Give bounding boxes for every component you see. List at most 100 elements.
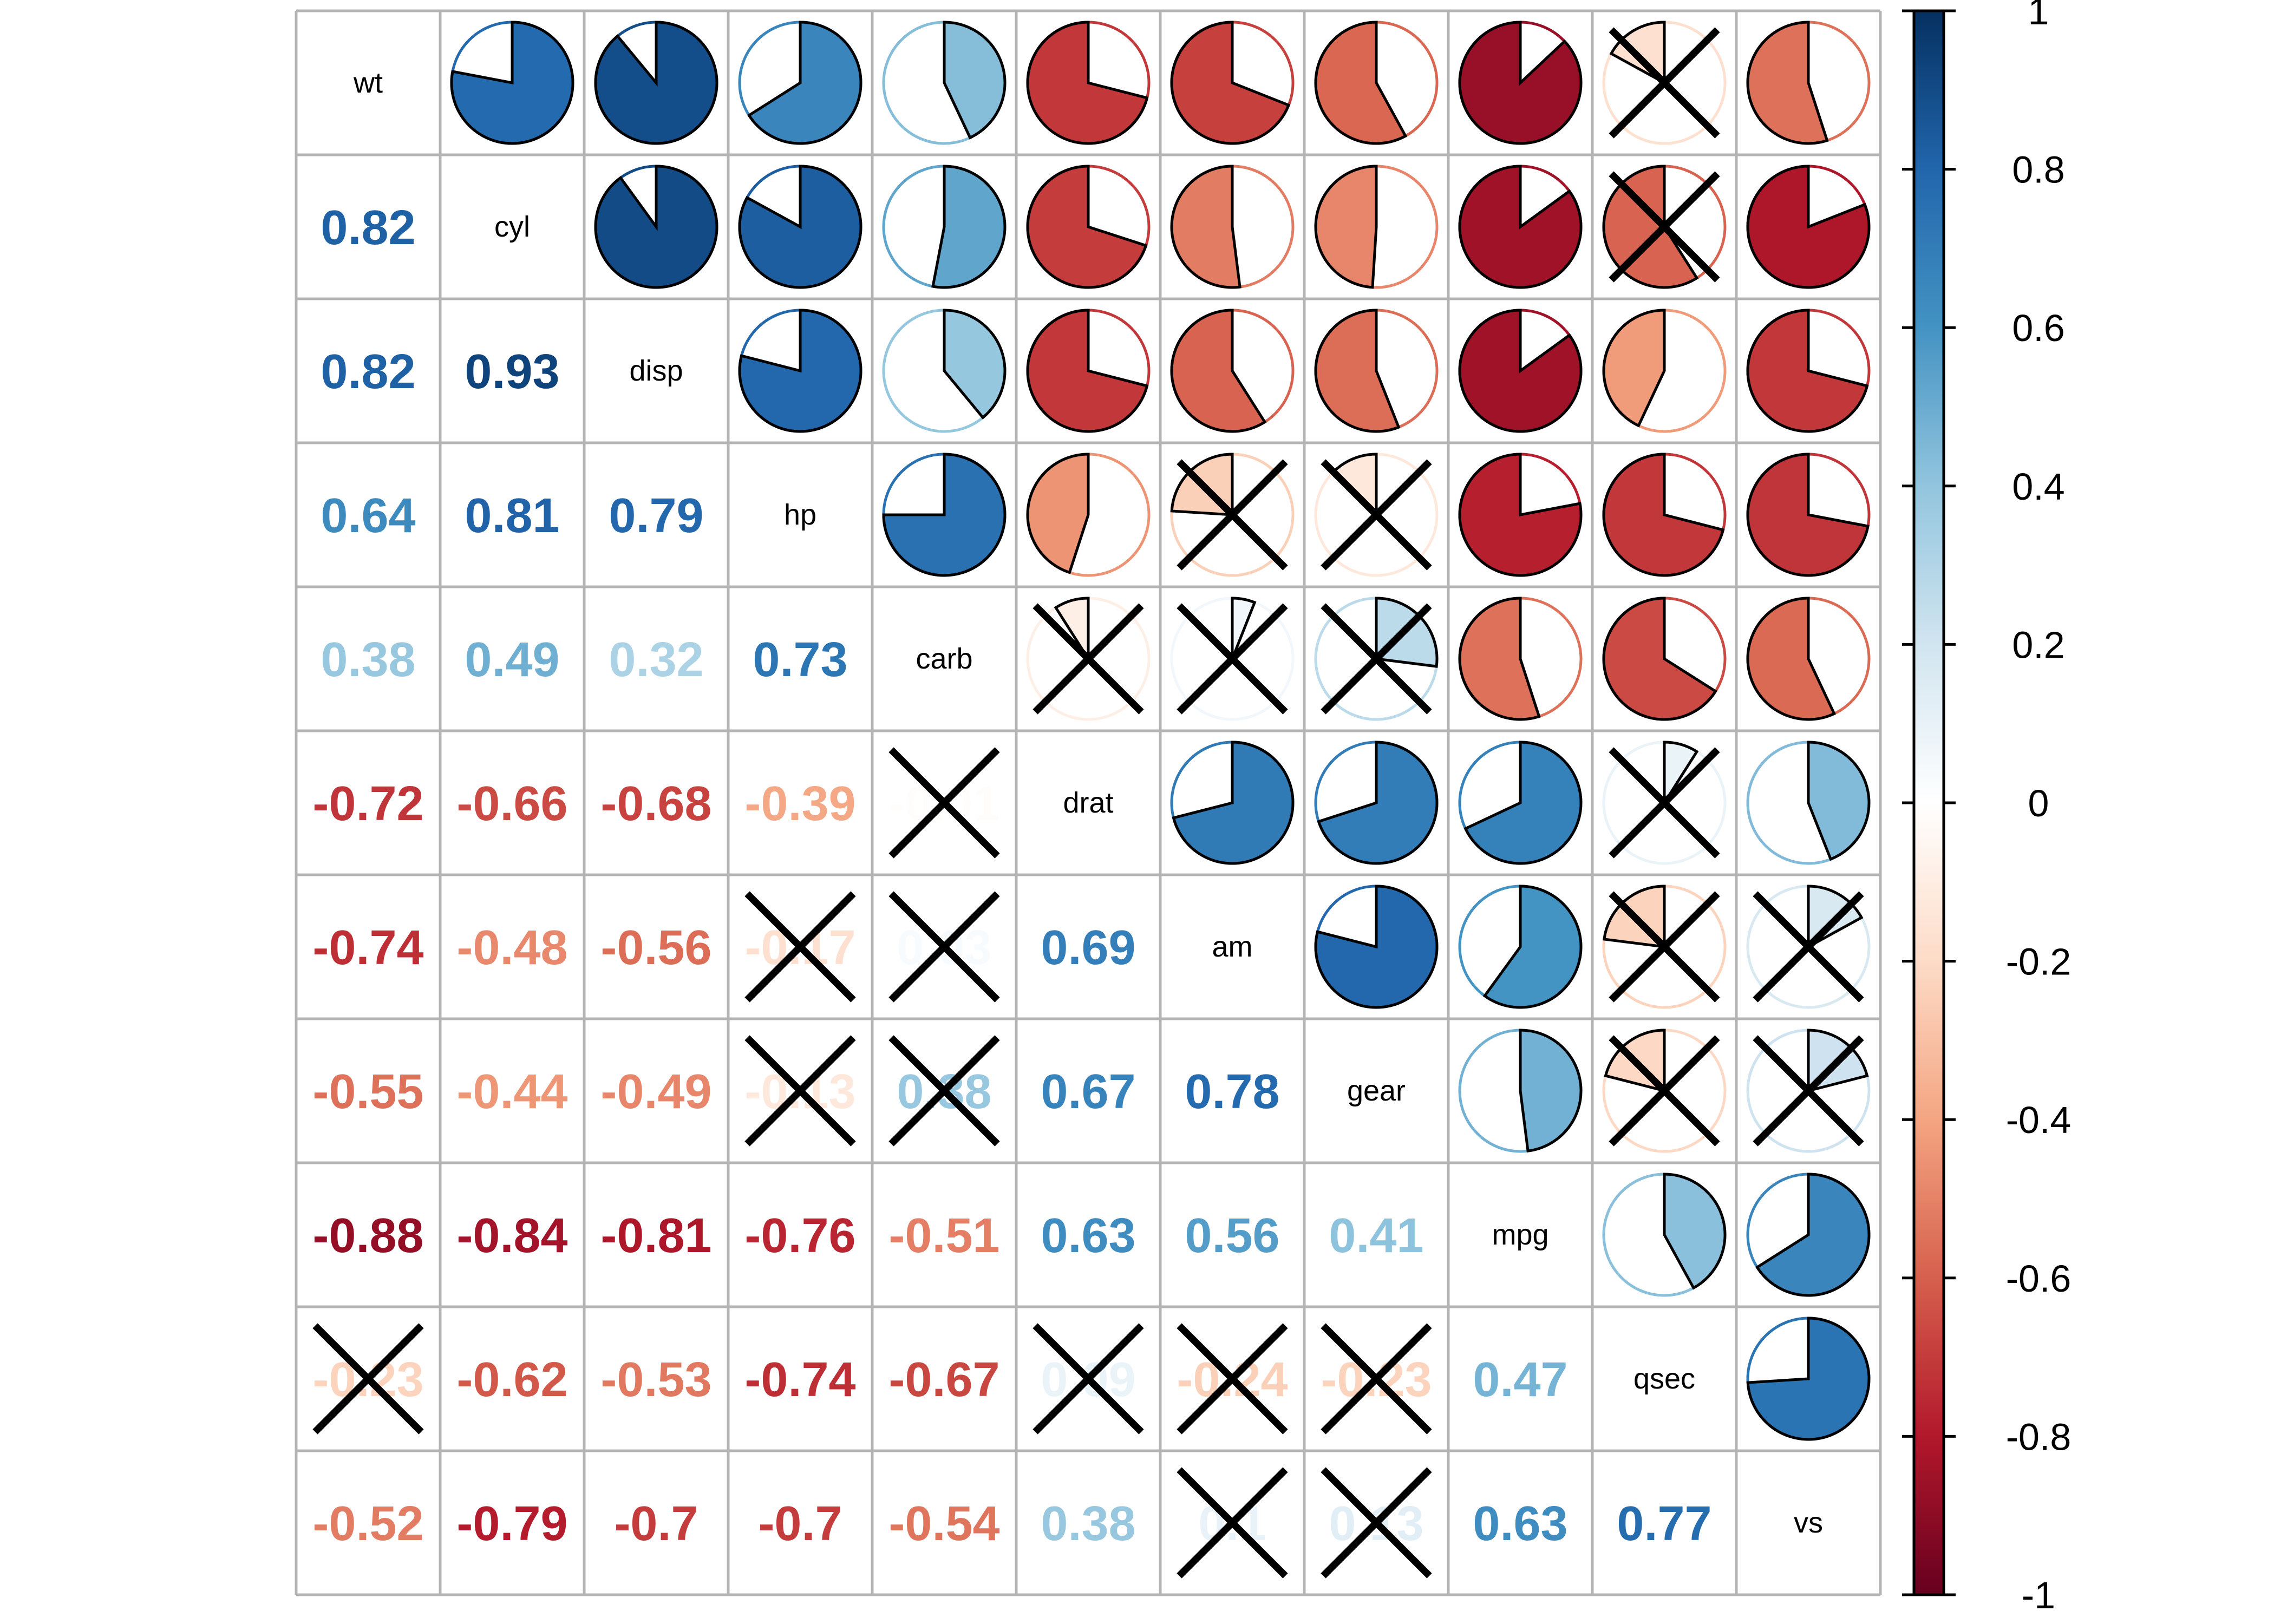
coefficient-label: -0.56 [600,921,711,975]
cell-am-mpg [1458,885,1583,1009]
cell-am-gear [1314,885,1439,1009]
pie-wedge [1458,165,1583,289]
cell-qsec-drat: 0.09 [1033,1323,1144,1435]
cell-vs-hp: -0.7 [758,1497,842,1551]
legend-tick-label: 0.4 [2012,466,2064,508]
pie-wedge [747,21,862,145]
coefficient-label: 0.79 [609,489,703,543]
pie-wedge [1807,741,1871,861]
cell-carb-drat [1026,597,1151,721]
pie-wedge [1746,597,1837,721]
pie-wedge [1314,309,1401,433]
legend-tick-label: -0.8 [2006,1416,2072,1458]
variable-label: drat [1063,787,1113,819]
insignificant-cross [1177,603,1288,715]
cell-disp-wt: 0.82 [321,345,415,399]
pie-wedge [931,165,1007,289]
cell-hp-vs [1746,453,1871,577]
variable-label: hp [784,499,816,531]
cell-am-am: am [1212,931,1252,963]
cell-disp-drat [1026,309,1151,433]
cell-drat-vs [1746,741,1871,865]
cell-qsec-hp: -0.74 [744,1353,855,1407]
cell-am-carb: 0.03 [888,891,1000,1003]
coefficient-label: 0.81 [465,489,559,543]
cell-gear-am: 0.78 [1185,1065,1279,1119]
cell-cyl-wt: 0.82 [321,201,415,255]
pie-wedge [1026,21,1149,145]
variable-label: cyl [494,211,530,243]
pie-wedge [1602,309,1666,428]
cell-carb-carb: carb [916,643,972,675]
insignificant-cross [1753,891,1864,1003]
cell-cyl-drat [1026,165,1151,289]
cell-wt-wt: wt [353,67,383,99]
cell-am-disp: -0.56 [600,921,711,975]
cell-gear-qsec [1602,1029,1727,1153]
cell-qsec-carb: -0.67 [888,1353,999,1407]
cell-wt-carb [882,21,1007,145]
cell-disp-mpg [1458,309,1583,433]
pie-wedge [1746,309,1869,433]
coefficient-label: 0.47 [1473,1353,1567,1407]
cell-gear-gear: gear [1347,1075,1406,1107]
coefficient-label: -0.76 [744,1209,855,1263]
coefficient-label: -0.74 [312,921,423,975]
cell-qsec-am: -0.24 [1177,1323,1288,1435]
pie-wedge [1458,453,1583,577]
cell-cyl-cyl: cyl [494,211,530,243]
cell-vs-drat: 0.38 [1041,1497,1135,1551]
variable-label: disp [629,355,683,387]
cell-qsec-qsec: qsec [1633,1363,1695,1395]
coefficient-label: 0.78 [1185,1065,1279,1119]
cell-am-wt: -0.74 [312,921,423,975]
cell-drat-carb: -0.01 [888,747,1000,859]
cell-carb-vs [1746,597,1871,721]
pie-wedge [1746,21,1829,145]
cell-drat-mpg [1458,741,1583,865]
insignificant-cross [312,1323,424,1435]
pie-wedge [1170,309,1267,433]
coefficient-label: 0.38 [1041,1497,1135,1551]
cell-am-qsec [1602,885,1727,1009]
cell-hp-cyl: 0.81 [465,489,559,543]
pie-wedge [1231,597,1257,659]
cell-wt-hp [738,21,862,145]
cell-gear-disp: -0.49 [600,1065,711,1119]
pie-wedge [1054,597,1090,664]
cell-carb-hp: 0.73 [753,633,847,687]
cell-hp-wt: 0.64 [321,489,415,543]
coefficient-label: 0.67 [1041,1065,1135,1119]
legend-tick-label: 0.2 [2012,624,2064,666]
coefficient-label: -0.84 [456,1209,567,1263]
pie-wedge [943,21,1007,140]
cell-hp-disp: 0.79 [609,489,703,543]
legend-tick-label: -1 [2022,1574,2055,1616]
coefficient-label: -0.66 [456,777,567,831]
insignificant-cross [1609,27,1720,139]
cell-mpg-drat: 0.63 [1041,1209,1135,1263]
coefficient-label: 0.82 [321,201,415,255]
cell-wt-drat [1026,21,1151,145]
cell-qsec-cyl: -0.62 [456,1353,567,1407]
pie-wedge [1314,21,1408,145]
variable-label: carb [916,643,972,675]
coefficient-label: -0.67 [888,1353,999,1407]
cell-mpg-mpg: mpg [1492,1219,1548,1251]
pie-wedge [1458,21,1583,145]
cell-mpg-am: 0.56 [1185,1209,1279,1263]
cell-mpg-disp: -0.81 [600,1209,711,1263]
pie-wedge [1663,741,1699,808]
matrix-grid [295,9,1882,1596]
cell-disp-qsec [1602,309,1727,433]
cell-mpg-gear: 0.41 [1329,1209,1423,1263]
pie-wedge [1602,597,1718,721]
pie-wedge [1746,165,1871,289]
cell-vs-disp: -0.7 [614,1497,698,1551]
cell-vs-carb: -0.54 [888,1497,999,1551]
coefficient-label: -0.79 [456,1497,567,1551]
cell-wt-qsec [1602,21,1727,145]
legend-tick-label: 0 [2028,782,2049,824]
cell-qsec-disp: -0.53 [600,1353,711,1407]
cell-am-vs [1746,885,1871,1009]
